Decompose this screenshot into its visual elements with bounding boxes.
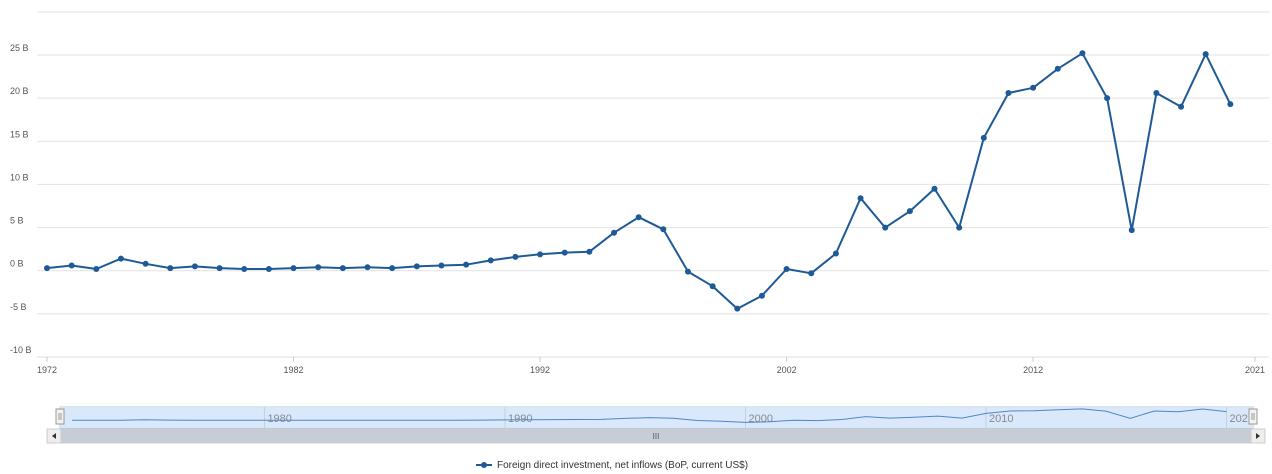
data-point[interactable] — [413, 263, 420, 270]
data-point[interactable] — [684, 268, 691, 275]
arrow-right-icon[interactable] — [1256, 433, 1260, 439]
data-point[interactable] — [117, 255, 124, 262]
data-point[interactable] — [241, 265, 248, 272]
data-point[interactable] — [265, 265, 272, 272]
data-point[interactable] — [537, 251, 544, 258]
data-point[interactable] — [339, 265, 346, 272]
scrollbar[interactable]: III — [46, 428, 1266, 444]
navigator-tick-label: 2000 — [748, 413, 772, 425]
data-point[interactable] — [1030, 84, 1037, 91]
data-point[interactable] — [832, 250, 839, 257]
scrollbar-thumb[interactable] — [61, 429, 1251, 443]
data-point[interactable] — [68, 262, 75, 269]
data-point[interactable] — [1202, 51, 1209, 58]
legend-marker-dot — [481, 462, 487, 468]
x-tick-label: 1982 — [284, 365, 304, 375]
y-axis-tick-labels: -10 B -5 B 0 B 5 B 10 B 15 B 20 B 25 B — [10, 43, 32, 355]
data-point[interactable] — [1005, 89, 1012, 96]
data-point[interactable] — [512, 253, 519, 260]
grid-lines — [37, 11, 1269, 358]
data-point[interactable] — [290, 265, 297, 272]
y-tick-label: 0 B — [10, 259, 24, 269]
data-point[interactable] — [980, 134, 987, 141]
data-point[interactable] — [44, 265, 50, 272]
data-point[interactable] — [191, 263, 198, 270]
data-point[interactable] — [758, 292, 765, 299]
x-tick-label: 2012 — [1023, 365, 1043, 375]
data-point[interactable] — [1153, 89, 1160, 96]
navigator-tick-label: 1990 — [508, 413, 532, 425]
data-point[interactable] — [586, 248, 593, 255]
data-point[interactable] — [734, 305, 741, 312]
arrow-left-icon[interactable] — [52, 433, 56, 439]
range-navigator[interactable]: 1980 1990 2000 2010 202 — [55, 406, 1258, 429]
data-point[interactable] — [1128, 227, 1135, 234]
data-point[interactable] — [315, 264, 322, 271]
navigator-tick-label: 1980 — [267, 413, 291, 425]
data-point[interactable] — [487, 257, 494, 264]
y-tick-label: 5 B — [10, 216, 24, 226]
data-point[interactable] — [389, 265, 396, 272]
data-point[interactable] — [882, 224, 889, 231]
data-point[interactable] — [783, 265, 790, 272]
y-tick-label: 20 B — [10, 86, 29, 96]
data-point[interactable] — [906, 208, 913, 215]
navigator-left-handle[interactable] — [55, 408, 65, 425]
navigator-tick-label: 2010 — [989, 413, 1013, 425]
data-point[interactable] — [611, 229, 618, 236]
data-point[interactable] — [364, 264, 371, 271]
data-point[interactable] — [931, 185, 938, 192]
x-tick-label: 2021 — [1245, 365, 1265, 375]
data-point[interactable] — [561, 249, 568, 256]
y-tick-label: 10 B — [10, 172, 29, 182]
handle-box[interactable] — [55, 408, 65, 425]
data-point[interactable] — [438, 262, 445, 269]
x-axis-tick-labels: 1972 1982 1992 2002 2012 2021 — [37, 357, 1265, 375]
navigator-series-line — [71, 408, 1227, 423]
y-tick-label: -5 B — [10, 302, 27, 312]
data-point[interactable] — [1079, 50, 1086, 57]
series-layer — [44, 50, 1234, 312]
data-point[interactable] — [167, 265, 174, 272]
data-point[interactable] — [1054, 65, 1061, 72]
navigator-right-handle[interactable] — [1248, 408, 1258, 425]
navigator-grid: 1980 1990 2000 2010 202 — [263, 407, 1248, 428]
data-point[interactable] — [93, 265, 100, 272]
y-tick-label: -10 B — [10, 345, 32, 355]
legend-label[interactable]: Foreign direct investment, net inflows (… — [497, 460, 748, 471]
data-point[interactable] — [216, 265, 223, 272]
data-point[interactable] — [463, 261, 470, 268]
x-tick-label: 1992 — [530, 365, 550, 375]
data-point[interactable] — [1227, 101, 1234, 108]
chart-legend[interactable]: Foreign direct investment, net inflows (… — [476, 460, 748, 471]
y-tick-label: 25 B — [10, 43, 29, 53]
data-point[interactable] — [1104, 95, 1111, 102]
handle-box[interactable] — [1248, 408, 1258, 425]
x-tick-label: 2002 — [777, 365, 797, 375]
data-point[interactable] — [1178, 103, 1185, 110]
data-point[interactable] — [857, 195, 864, 202]
scrollbar-grip-icon[interactable]: III — [653, 432, 660, 441]
data-point[interactable] — [956, 224, 963, 231]
data-point[interactable] — [142, 260, 149, 267]
data-point[interactable] — [660, 226, 667, 233]
navigator-tick-label: 202 — [1230, 413, 1248, 425]
data-point[interactable] — [709, 283, 716, 290]
x-tick-label: 1972 — [37, 365, 57, 375]
data-point[interactable] — [808, 270, 815, 277]
y-tick-label: 15 B — [10, 129, 29, 139]
data-point[interactable] — [635, 214, 642, 221]
